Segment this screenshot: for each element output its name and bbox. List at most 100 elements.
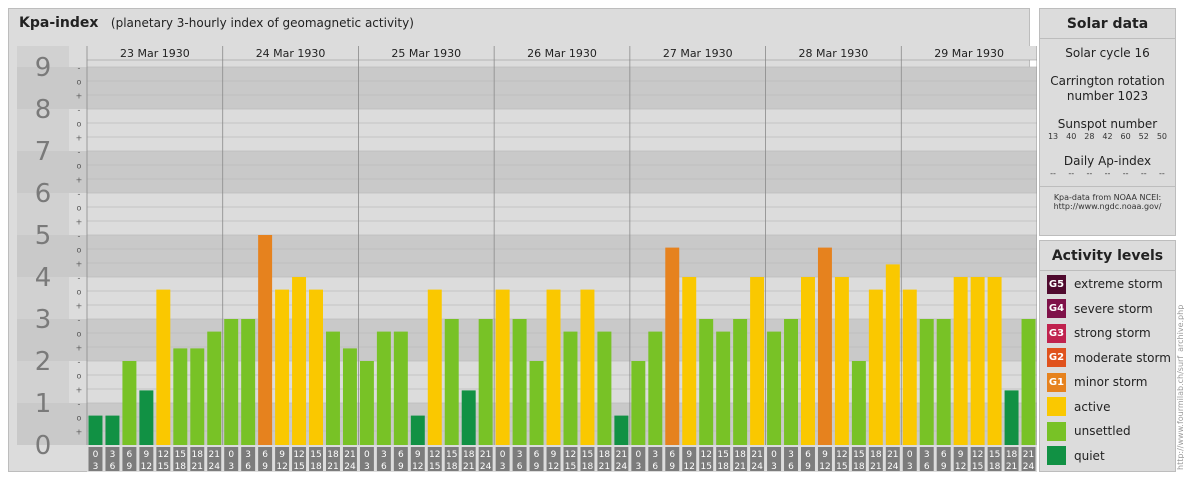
hour-start-label: 6: [127, 450, 133, 460]
sunspot-value: 28: [1084, 132, 1095, 141]
day-label: 27 Mar 1930: [663, 47, 733, 60]
hour-cell: [546, 447, 561, 471]
hour-cell: [987, 447, 1002, 471]
hour-start-label: 15: [989, 450, 1000, 460]
y-tick-label: 5: [35, 221, 52, 251]
kp-bar: [597, 331, 612, 445]
hour-end-label: 12: [684, 462, 695, 472]
legend-swatch: [1047, 446, 1066, 465]
solar-data-panel: Solar data Solar cycle 16 Carrington rot…: [1039, 8, 1176, 236]
hour-cell: [105, 447, 120, 471]
kp-bar: [699, 319, 714, 445]
hour-start-label: 18: [734, 450, 746, 460]
y-sub-tick-label: -: [78, 190, 81, 199]
hour-start-label: 21: [887, 450, 898, 460]
hour-start-label: 3: [924, 450, 930, 460]
kp-bar: [376, 331, 391, 445]
y-sub-tick-label: o: [77, 330, 82, 339]
data-source-url: http://www.ngdc.noaa.gov/: [1053, 202, 1162, 211]
kp-bar: [682, 277, 697, 445]
kp-bar: [733, 319, 748, 445]
hour-start-label: 9: [958, 450, 964, 460]
hour-cell: [733, 447, 748, 471]
hour-end-label: 15: [700, 462, 711, 472]
kp-bar: [1021, 319, 1036, 445]
kp-bar: [495, 289, 510, 445]
hour-cell: [326, 447, 340, 471]
hour-start-label: 6: [262, 450, 268, 460]
legend-item: unsettled: [1047, 421, 1131, 441]
kp-bar: [631, 361, 646, 445]
y-tick-label: 1: [35, 389, 52, 419]
hour-cell: [309, 447, 323, 471]
kp-bar: [1004, 390, 1019, 445]
kp-bar: [784, 319, 798, 445]
kp-bar: [258, 235, 273, 445]
sunspot-values: 13 40 28 42 60 52 50: [1040, 132, 1175, 141]
hour-cell: [461, 447, 476, 471]
hour-cell: [139, 447, 154, 471]
kp-bar: [88, 415, 103, 445]
ap-value: --: [1122, 169, 1129, 178]
hour-start-label: 12: [836, 450, 847, 460]
kp-bar: [105, 415, 120, 445]
kp-bar: [580, 289, 595, 445]
hour-end-label: 21: [599, 462, 610, 472]
solar-cycle: Solar cycle 16: [1065, 46, 1150, 60]
hour-cell: [275, 447, 290, 471]
hour-start-label: 6: [534, 450, 540, 460]
kp-bar: [767, 331, 782, 445]
hour-start-label: 18: [1006, 450, 1018, 460]
kp-bar: [444, 319, 459, 445]
hour-start-label: 9: [551, 450, 557, 460]
legend-label: moderate storm: [1074, 350, 1171, 365]
hour-cell: [224, 447, 239, 471]
level-band: [17, 151, 1037, 193]
hour-cell: [88, 447, 103, 471]
hour-start-label: 21: [751, 450, 762, 460]
legend-item: G4 severe storm: [1047, 299, 1153, 319]
y-sub-tick-label: o: [77, 204, 82, 213]
hour-end-label: 6: [245, 462, 251, 472]
legend-label: unsettled: [1074, 424, 1131, 438]
hour-start-label: 0: [907, 450, 913, 460]
kp-bar: [834, 277, 849, 445]
kp-bar: [716, 331, 731, 445]
data-source-label: Kpa-data from NOAA NCEI:: [1053, 193, 1162, 202]
kp-bar: [410, 415, 425, 445]
hour-cell: [393, 447, 408, 471]
hour-cell: [597, 447, 612, 471]
legend-swatch: [1047, 397, 1066, 416]
y-tick-label: 8: [35, 95, 52, 125]
kpa-chart-panel: Kpa-index (planetary 3-hourly index of g…: [8, 8, 1037, 472]
y-sub-tick-label: +: [76, 218, 83, 227]
y-sub-tick-label: -: [78, 400, 81, 409]
hour-cell: [953, 447, 968, 471]
kp-bar: [478, 319, 493, 445]
hour-end-label: 12: [141, 462, 152, 472]
hour-end-label: 15: [429, 462, 440, 472]
hour-start-label: 12: [700, 450, 711, 460]
hour-start-label: 15: [582, 450, 593, 460]
kp-bar: [326, 331, 340, 445]
hour-end-label: 24: [1023, 462, 1035, 472]
activity-levels-title: Activity levels: [1040, 241, 1175, 271]
hour-start-label: 3: [788, 450, 794, 460]
hour-cell: [614, 447, 629, 471]
legend-swatch: G5: [1047, 274, 1066, 294]
hour-cell: [834, 447, 849, 471]
hour-cell: [1004, 447, 1019, 471]
hour-start-label: 3: [245, 450, 251, 460]
legend-item: G2 moderate storm: [1047, 348, 1171, 368]
hour-end-label: 24: [887, 462, 899, 472]
hour-end-label: 3: [771, 462, 777, 472]
hour-end-label: 3: [907, 462, 913, 472]
hour-start-label: 6: [398, 450, 404, 460]
hour-cell: [207, 447, 222, 471]
y-sub-tick-label: +: [76, 260, 83, 269]
hour-cell: [156, 447, 171, 471]
hour-cell: [478, 447, 493, 471]
hour-cell: [173, 447, 188, 471]
kp-bar: [359, 361, 374, 445]
chart-title: Kpa-index: [19, 15, 99, 31]
